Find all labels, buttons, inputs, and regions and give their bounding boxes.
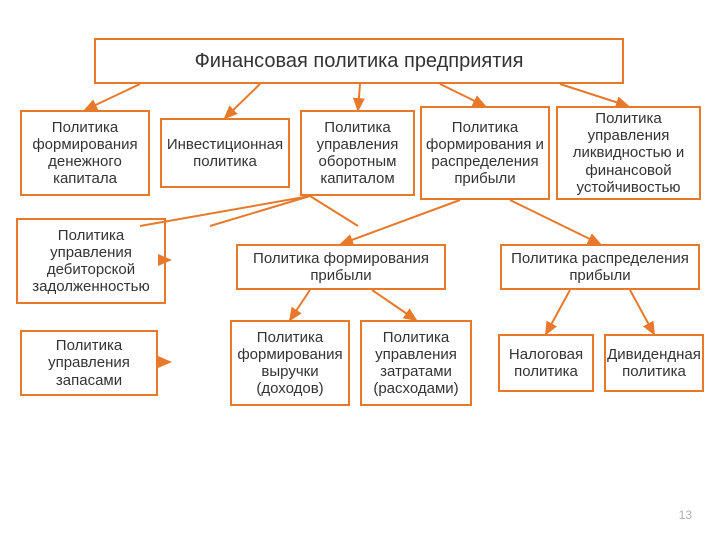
- node-r1e: Политика управления ликвидностью и финан…: [556, 106, 701, 200]
- edge: [440, 84, 485, 106]
- diagram-stage: 13 Финансовая политика предприятия Полити…: [0, 0, 720, 540]
- edge: [85, 84, 140, 110]
- node-r3d: Налоговая политика: [498, 334, 594, 392]
- edge: [358, 84, 360, 110]
- edge: [510, 200, 600, 244]
- node-r1d: Политика формирования и распределения пр…: [420, 106, 550, 200]
- page-number: 13: [679, 508, 692, 522]
- node-r3c: Политика управления затратами (расходами…: [360, 320, 472, 406]
- edge: [560, 84, 628, 106]
- edge: [630, 290, 654, 334]
- node-root: Финансовая политика предприятия: [94, 38, 624, 84]
- edge: [546, 290, 570, 334]
- edge: [372, 290, 416, 320]
- node-r2b: Политика формирования прибыли: [236, 244, 446, 290]
- node-r1b: Инвестиционная политика: [160, 118, 290, 188]
- node-r3e: Дивидендная политика: [604, 334, 704, 392]
- node-r3a: Политика управления запасами: [20, 330, 158, 396]
- node-r2c: Политика распределения прибыли: [500, 244, 700, 290]
- node-r2a: Политика управления дебиторской задолжен…: [16, 218, 166, 304]
- node-r1a: Политика формирования денежного капитала: [20, 110, 150, 196]
- node-r1c: Политика управления оборотным капиталом: [300, 110, 415, 196]
- edge: [290, 290, 310, 320]
- edge: [341, 200, 460, 244]
- edge: [225, 84, 260, 118]
- edge: [140, 196, 358, 226]
- node-r3b: Политика формирования выручки (доходов): [230, 320, 350, 406]
